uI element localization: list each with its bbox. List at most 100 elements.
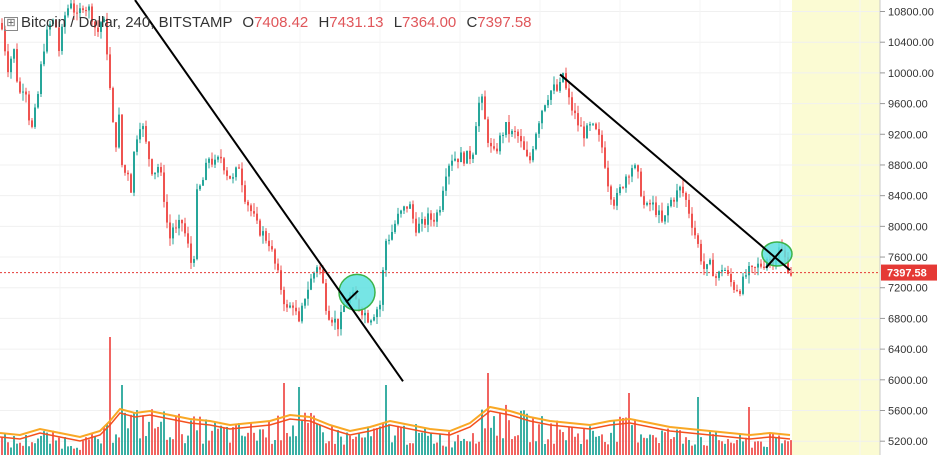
volume-bar: [49, 443, 51, 455]
volume-bars: [1, 337, 792, 455]
candle-body: [673, 199, 675, 202]
candle-body: [190, 243, 192, 263]
volume-bar: [31, 442, 33, 455]
candle-body: [253, 211, 255, 214]
candle-body: [7, 51, 9, 73]
candle-body: [256, 213, 258, 221]
volume-bar: [514, 436, 516, 455]
candle-body: [697, 235, 699, 244]
candle-body: [235, 167, 237, 178]
volume-bar: [745, 437, 747, 455]
volume-bar: [619, 416, 621, 455]
candle-body: [511, 130, 513, 135]
volume-bar: [220, 425, 222, 455]
volume-bar: [760, 441, 762, 455]
volume-bar: [349, 435, 351, 455]
candle-body: [445, 176, 447, 191]
symbol-label: Bitcoin / Dollar, 240, BITSTAMP: [21, 14, 233, 31]
volume-bar: [160, 421, 162, 455]
volume-bar: [175, 416, 177, 455]
candle-body: [463, 152, 465, 164]
candle-body: [67, 8, 69, 16]
volume-bar: [19, 442, 21, 455]
volume-bar: [499, 413, 501, 455]
candle-body: [601, 134, 603, 148]
volume-bar: [508, 420, 510, 455]
volume-bar: [241, 435, 243, 455]
volume-bar: [226, 426, 228, 455]
candle-body: [676, 190, 678, 202]
price-axis[interactable]: 5200.00 5600.00 6000.00 6400.00 6800.00 7200.…: [880, 7, 934, 449]
candle-body: [25, 91, 27, 95]
volume-bar: [340, 436, 342, 455]
candle-body: [631, 168, 633, 177]
volume-bar: [205, 419, 207, 455]
volume-bar: [280, 440, 282, 455]
volume-bar: [250, 422, 252, 455]
open-key: O: [242, 14, 255, 31]
volume-bar: [52, 430, 54, 455]
volume-bar: [601, 434, 603, 455]
candle-body: [655, 202, 657, 215]
volume-bar: [394, 435, 396, 455]
volume-bar: [136, 410, 138, 455]
candle-body: [97, 27, 99, 32]
trendlines[interactable]: [134, 0, 791, 382]
volume-bar: [70, 446, 72, 455]
candle-body: [82, 8, 84, 11]
candle-body: [115, 122, 117, 148]
candle-body: [688, 199, 690, 214]
volume-bar: [583, 428, 585, 455]
candle-body: [196, 189, 198, 260]
price-tick-label: 5200.00: [888, 436, 928, 448]
volume-bar: [637, 442, 639, 455]
volume-bar: [586, 439, 588, 455]
volume-bar: [622, 417, 624, 455]
candle-body: [577, 113, 579, 126]
current-price-tag-background: [881, 264, 937, 281]
candle-body: [490, 142, 492, 147]
candle-body: [91, 6, 93, 22]
candle-body: [412, 204, 414, 219]
collapse-icon[interactable]: ⊞: [4, 17, 18, 31]
volume-bar: [46, 432, 48, 455]
candle-body: [547, 99, 549, 106]
volume-bar: [154, 428, 156, 455]
candle-body: [340, 311, 342, 330]
candle-body: [694, 227, 696, 236]
candle-body: [586, 125, 588, 139]
volume-bar: [277, 415, 279, 455]
candle-body: [19, 81, 21, 93]
volume-bar: [208, 440, 210, 455]
candle-body: [286, 304, 288, 308]
volume-bar: [163, 411, 165, 455]
volume-bar: [13, 436, 15, 455]
volume-bar: [43, 431, 45, 455]
candle-body: [172, 227, 174, 239]
candle-body: [745, 275, 747, 277]
candle-body: [646, 202, 648, 205]
volume-bar: [79, 449, 81, 455]
volume-bar: [292, 425, 294, 455]
volume-bar: [685, 437, 687, 455]
candle-body: [472, 154, 474, 159]
candle-body: [397, 213, 399, 224]
volume-bar: [331, 425, 333, 455]
volume-bar: [463, 438, 465, 455]
volume-bar: [493, 416, 495, 455]
volume-bar: [706, 445, 708, 455]
candle-body: [106, 18, 108, 55]
volume-bar: [481, 409, 483, 455]
volume-bar: [328, 441, 330, 455]
candle-body: [280, 270, 282, 290]
chart-background: [0, 0, 880, 455]
price-tick-label: 5600.00: [888, 405, 928, 417]
volume-bar: [700, 437, 702, 455]
volume-bar: [391, 442, 393, 455]
volume-bar: [532, 418, 534, 455]
volume-bar: [25, 435, 27, 455]
volume-bar: [433, 443, 435, 455]
volume-bar: [94, 436, 96, 455]
